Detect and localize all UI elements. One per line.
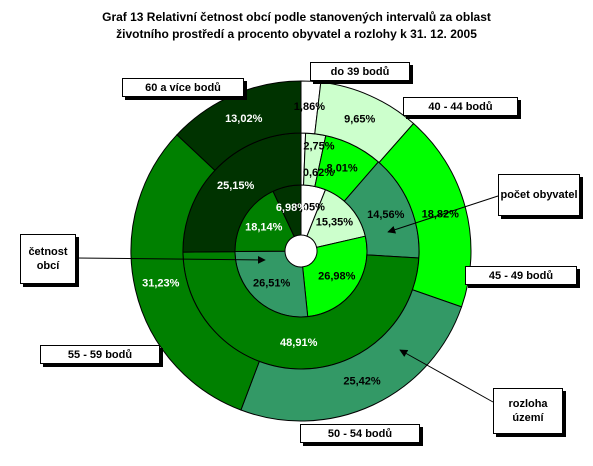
- data-label: 0,62%: [303, 167, 334, 179]
- data-label: 9,65%: [344, 113, 375, 125]
- data-label: 18,14%: [245, 221, 283, 233]
- data-label: 8,01%: [327, 163, 358, 175]
- donut-slice: [130, 134, 260, 411]
- data-label: 26,51%: [253, 278, 291, 290]
- category-label: 50 - 54 bodů: [300, 424, 420, 443]
- data-label: 14,56%: [367, 209, 405, 221]
- data-label: 13,02%: [225, 113, 263, 125]
- category-label: 40 - 44 bodů: [403, 97, 518, 116]
- category-label: 60 a více bodů: [122, 78, 244, 97]
- donut-slice: [176, 80, 302, 172]
- callout-arrow: [387, 195, 499, 234]
- chart-title: životního prostředí a procento obyvatel …: [116, 27, 477, 41]
- series-label: rozloha území: [493, 388, 563, 434]
- callout-arrow: [399, 349, 494, 403]
- category-label: do 39 bodů: [310, 62, 410, 81]
- callout-arrow: [75, 255, 266, 264]
- data-label: 6,05%: [294, 202, 325, 214]
- category-label: 55 - 59 bodů: [40, 345, 160, 364]
- data-label: 26,98%: [318, 271, 356, 283]
- data-label: 6,98%: [276, 202, 307, 214]
- data-label: 1,86%: [294, 101, 325, 113]
- chart-title: Graf 13 Relativní četnost obcí podle sta…: [102, 10, 491, 24]
- rings: 6,05% 15,35% 26,98% 26,51% 18,14% 6,98% 0,62% 2…: [130, 80, 472, 422]
- data-label: 48,91%: [280, 337, 318, 349]
- data-label: 25,42%: [343, 375, 381, 387]
- data-label: 31,23%: [142, 278, 180, 290]
- series-label: četnost obcí: [20, 234, 76, 284]
- category-label: 45 - 49 bodů: [465, 266, 577, 285]
- series-label: počet obyvatel: [498, 174, 580, 216]
- data-label: 15,35%: [316, 216, 354, 228]
- data-label: 2,75%: [303, 140, 334, 152]
- data-label: 25,15%: [217, 180, 255, 192]
